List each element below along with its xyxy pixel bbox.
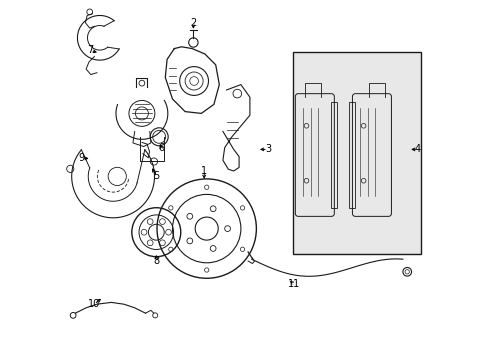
Bar	[292, 52, 420, 254]
Text: 3: 3	[264, 144, 270, 154]
Text: 2: 2	[190, 18, 196, 28]
Text: 1: 1	[201, 166, 207, 176]
Text: 6: 6	[158, 143, 163, 153]
Text: 11: 11	[287, 279, 300, 289]
Text: 5: 5	[153, 171, 159, 181]
Text: 8: 8	[153, 256, 159, 266]
Text: 10: 10	[88, 299, 100, 309]
Bar	[348, 102, 355, 208]
Text: 7: 7	[87, 45, 93, 55]
Bar	[331, 102, 337, 208]
Text: 4: 4	[414, 144, 420, 154]
Text: 9: 9	[79, 153, 85, 163]
